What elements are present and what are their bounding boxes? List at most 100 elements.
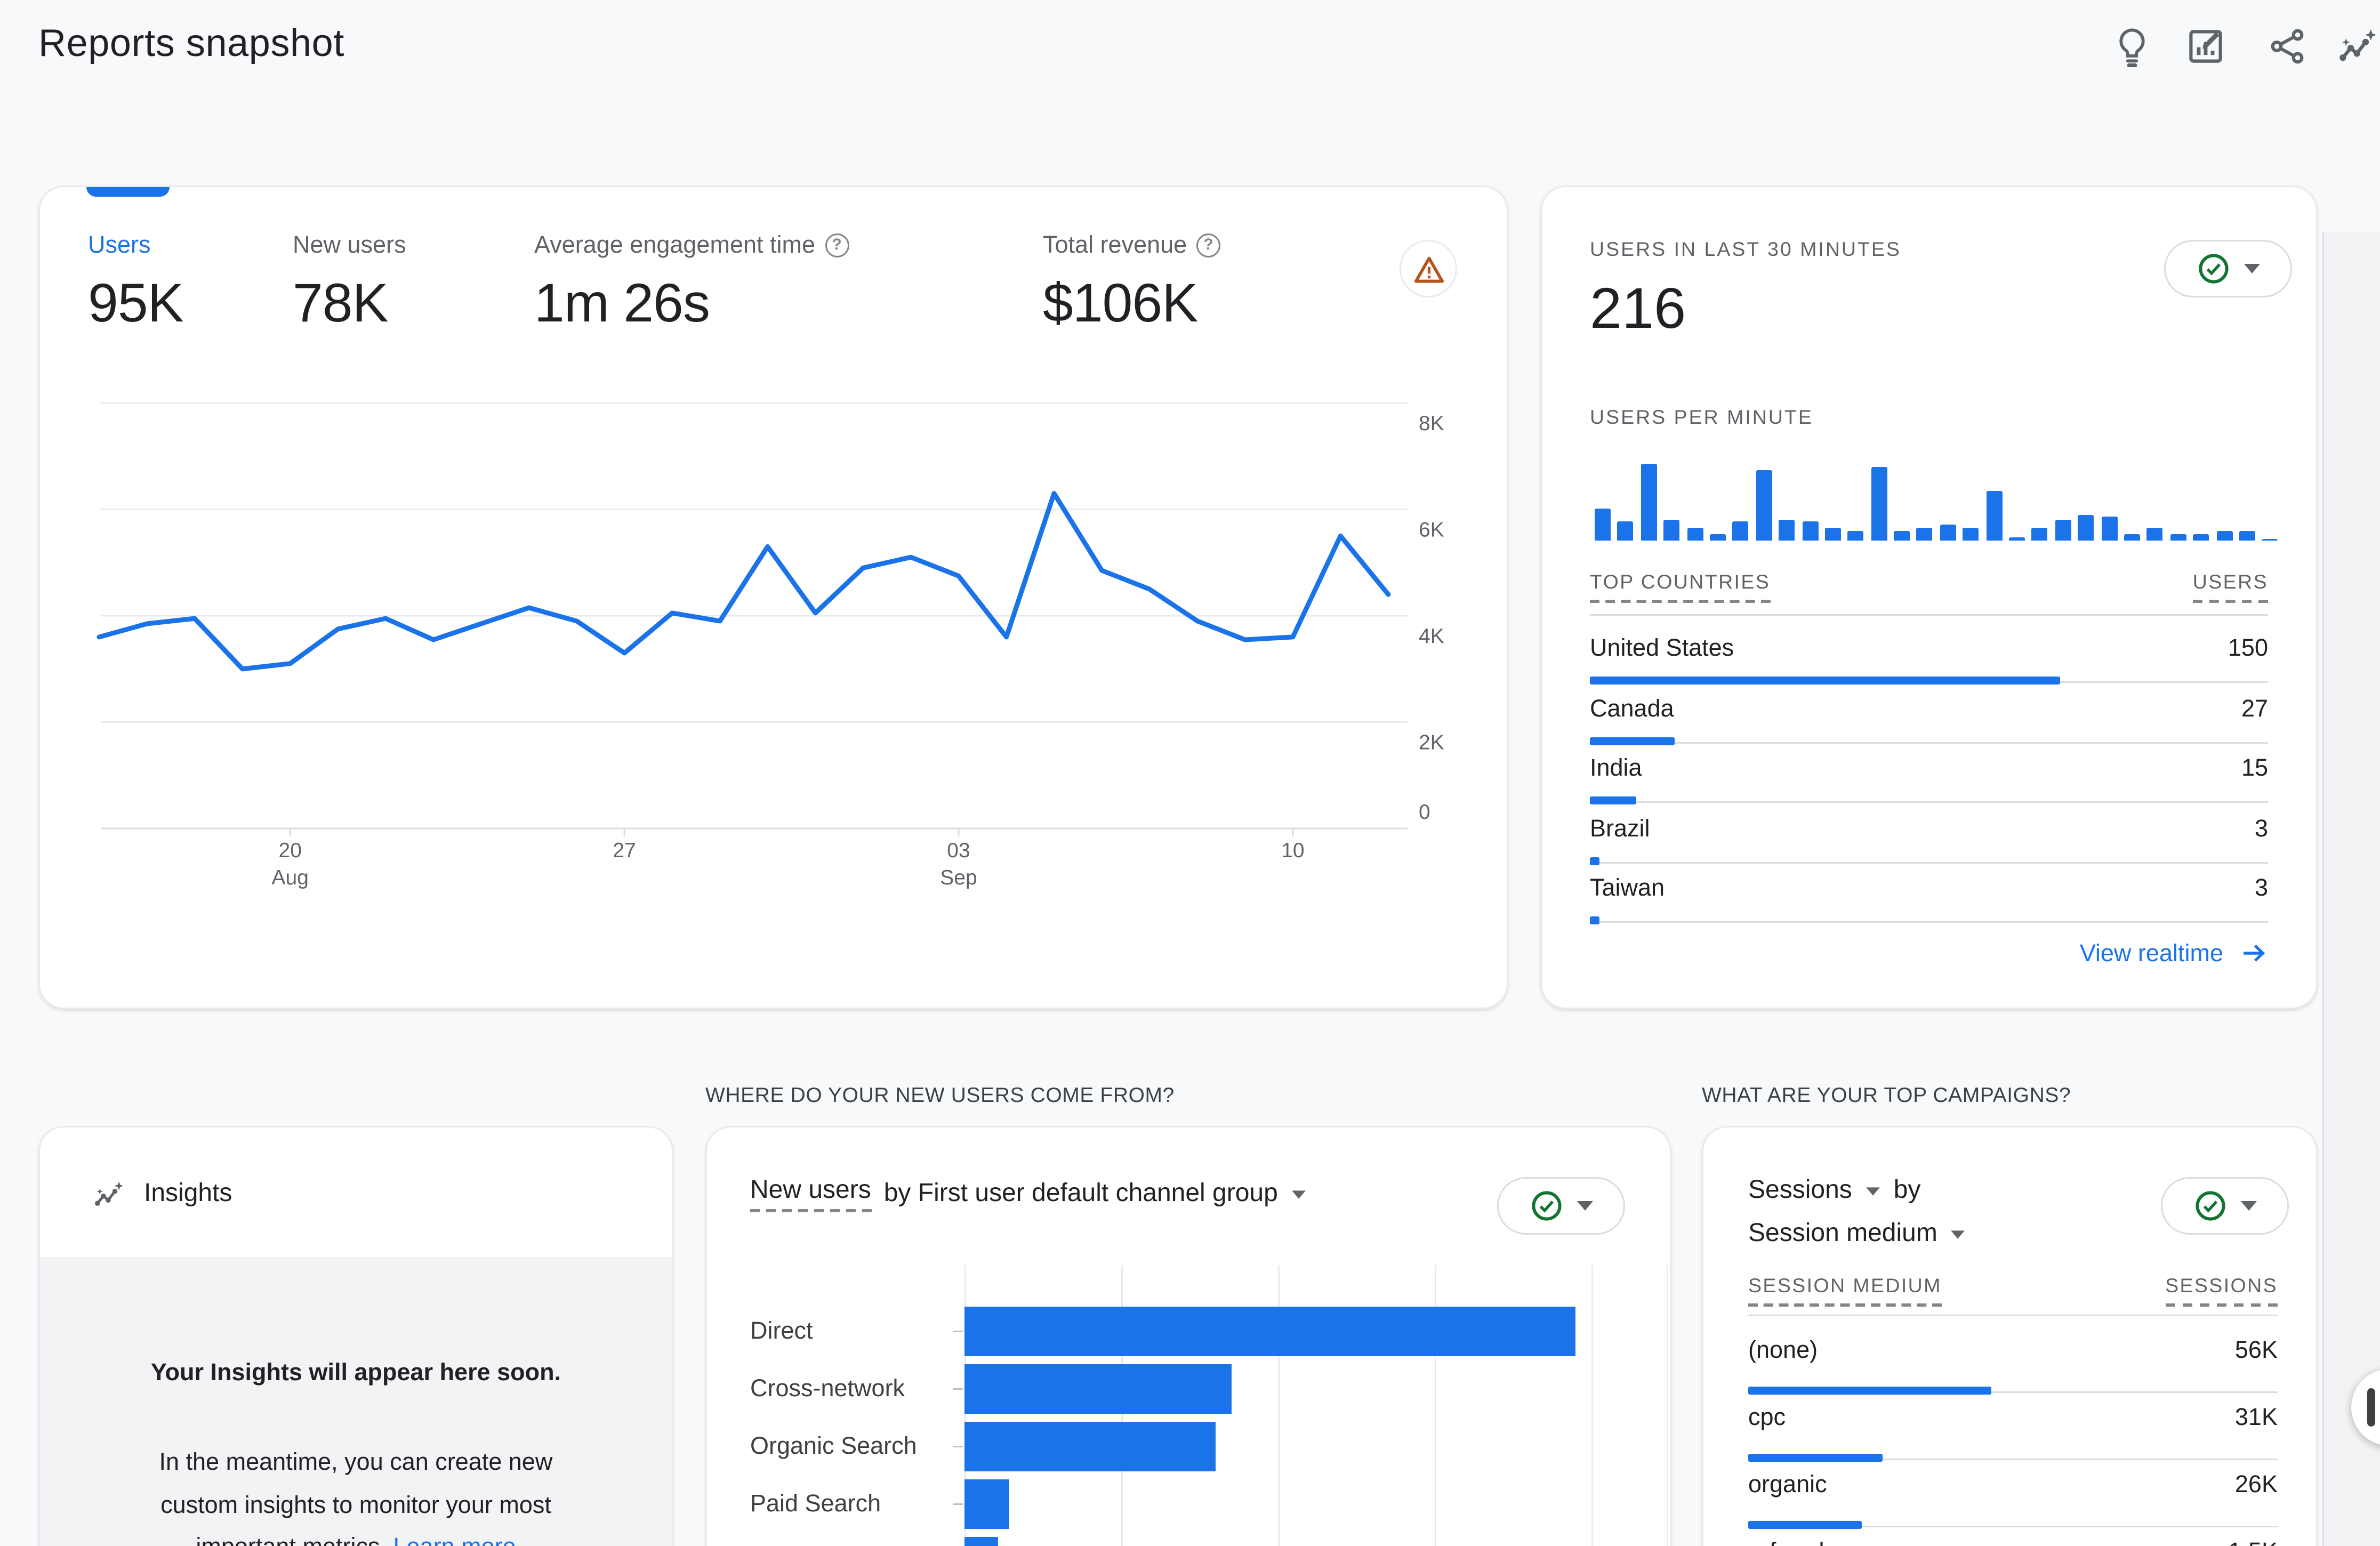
medium-bar — [1748, 1454, 2278, 1462]
users-column-header[interactable]: USERS — [2192, 571, 2268, 603]
minute-bar — [1871, 468, 1887, 541]
users-over-time-chart: 8K 6K 4K 2K 0 20 Aug 27 03 Sep 10 — [97, 402, 1444, 889]
data-quality-warning-icon[interactable] — [1400, 240, 1457, 297]
minute-bar — [1641, 464, 1657, 541]
view-realtime-link[interactable]: View realtime — [2080, 939, 2268, 968]
new-users-by-channel-card: New users by First user default channel … — [705, 1126, 1671, 1546]
channel-bar — [964, 1364, 1232, 1414]
realtime-card: USERS IN LAST 30 MINUTES 216 USERS PER M… — [1540, 186, 2318, 1009]
insights-card: Insights Your Insights will appear here … — [38, 1126, 673, 1546]
channels-card-title[interactable]: New users by First user default channel … — [750, 1177, 1307, 1212]
svg-text:0: 0 — [1419, 801, 1430, 824]
chevron-down-icon — [1292, 1190, 1306, 1199]
customize-report-icon[interactable] — [2185, 26, 2226, 67]
medium-row: cpc 31K — [1748, 1404, 2278, 1471]
svg-text:27: 27 — [613, 839, 636, 862]
chevron-down-icon — [2240, 1201, 2256, 1211]
channels-section-title: WHERE DO YOUR NEW USERS COME FROM? — [705, 1083, 1175, 1107]
bar-fill — [1590, 736, 1675, 745]
users-per-minute-label: USERS PER MINUTE — [1590, 406, 1813, 429]
minute-bar — [2124, 534, 2140, 541]
medium-bar — [1748, 1521, 2278, 1529]
country-bar — [1590, 677, 2268, 685]
country-users: 3 — [2254, 875, 2268, 902]
help-icon[interactable] — [1196, 232, 1221, 257]
insights-empty-state: Your Insights will appear here soon. In … — [40, 1257, 672, 1546]
bar-category-label: Cross-network — [750, 1375, 905, 1403]
bar-fill — [1748, 1521, 1861, 1529]
country-name: India — [1590, 755, 1642, 782]
bar-fill — [1590, 916, 1599, 924]
realtime-title: USERS IN LAST 30 MINUTES — [1590, 238, 1901, 261]
bar-category-label: Direct — [750, 1318, 813, 1345]
metric-value: 1m 26s — [534, 273, 710, 334]
country-name: Brazil — [1590, 815, 1650, 842]
bar-track-line — [1748, 1526, 2278, 1527]
svg-text:4K: 4K — [1419, 625, 1444, 648]
medium-sessions: 1.5K — [2228, 1539, 2278, 1546]
svg-text:03: 03 — [947, 839, 970, 862]
minute-bar — [2055, 519, 2071, 541]
country-users: 3 — [2254, 815, 2268, 842]
users-last-30-min-value: 216 — [1590, 275, 1686, 341]
medium-name: organic — [1748, 1471, 1827, 1499]
lightbulb-icon[interactable] — [2111, 26, 2153, 68]
medium-sessions: 56K — [2234, 1337, 2278, 1364]
country-bar — [1590, 796, 2268, 804]
bar-fill — [1748, 1387, 1991, 1395]
share-icon[interactable] — [2266, 26, 2308, 67]
svg-text:Aug: Aug — [272, 866, 309, 889]
plot-edge — [1667, 1265, 1668, 1546]
top-countries-header[interactable]: TOP COUNTRIES — [1590, 571, 1771, 603]
minute-bar — [2009, 537, 2025, 541]
metric-tab-average-engagement-time[interactable]: Average engagement time 1m 26s — [534, 230, 849, 336]
country-users: 15 — [2241, 755, 2268, 782]
medium-name: cpc — [1748, 1404, 1786, 1431]
campaigns-dimension-selector[interactable]: Session medium — [1748, 1220, 1966, 1249]
page-title: Reports snapshot — [38, 22, 344, 66]
session-medium-header[interactable]: SESSION MEDIUM — [1748, 1275, 1942, 1307]
sessions-column-header[interactable]: SESSIONS — [2165, 1275, 2278, 1307]
country-name: United States — [1590, 635, 1734, 662]
metric-tab-users[interactable]: Users 95K — [88, 230, 184, 336]
bar-category-label: Paid Search — [750, 1491, 881, 1518]
chevron-down-icon — [1866, 1187, 1880, 1196]
insights-icon[interactable] — [2337, 26, 2378, 67]
bar-track-line — [1590, 741, 2268, 743]
data-quality-button[interactable] — [1497, 1177, 1625, 1235]
country-users: 150 — [2228, 635, 2268, 662]
chevron-down-icon — [2243, 264, 2260, 273]
help-icon[interactable] — [825, 232, 849, 257]
learn-more-link[interactable]: Learn more — [393, 1534, 516, 1546]
metric-label: New users — [293, 231, 406, 259]
metric-tab-total-revenue[interactable]: Total revenue $106K — [1043, 230, 1221, 336]
minute-bar — [2239, 531, 2255, 541]
data-quality-button[interactable] — [2161, 1177, 2289, 1235]
country-row: Taiwan 3 — [1590, 875, 2268, 935]
medium-sessions: 26K — [2234, 1471, 2278, 1499]
arrow-right-icon — [2244, 945, 2265, 962]
country-bar — [1590, 856, 2268, 865]
chevron-down-icon — [1576, 1201, 1593, 1211]
overview-card: Users 95K New users 78K Average engagement t… — [38, 186, 1508, 1009]
check-circle-icon — [1531, 1191, 1561, 1221]
medium-name: referral — [1748, 1539, 1824, 1546]
minute-bar — [1618, 522, 1634, 541]
gridline — [1435, 1265, 1436, 1546]
check-circle-icon — [2194, 1191, 2225, 1221]
campaigns-metric-selector[interactable]: Sessions by — [1748, 1177, 1921, 1204]
country-bar — [1590, 916, 2268, 924]
selected-metric-tab-indicator — [86, 187, 170, 197]
bar-track-line — [1590, 801, 2268, 803]
bar-fill — [1748, 1454, 1883, 1462]
data-quality-button[interactable] — [2164, 240, 2292, 297]
users-per-minute-chart — [1595, 464, 2279, 541]
metric-tab-new-users[interactable]: New users 78K — [293, 230, 406, 336]
country-row: United States 150 — [1590, 635, 2268, 695]
svg-text:2K: 2K — [1419, 731, 1444, 754]
top-countries-table: United States 150 Canada 27 India 15 Brazil 3 Ta… — [1590, 635, 2268, 935]
channel-bar — [964, 1537, 998, 1546]
minute-bar — [1847, 530, 1864, 541]
bar-track-line — [1590, 861, 2268, 863]
